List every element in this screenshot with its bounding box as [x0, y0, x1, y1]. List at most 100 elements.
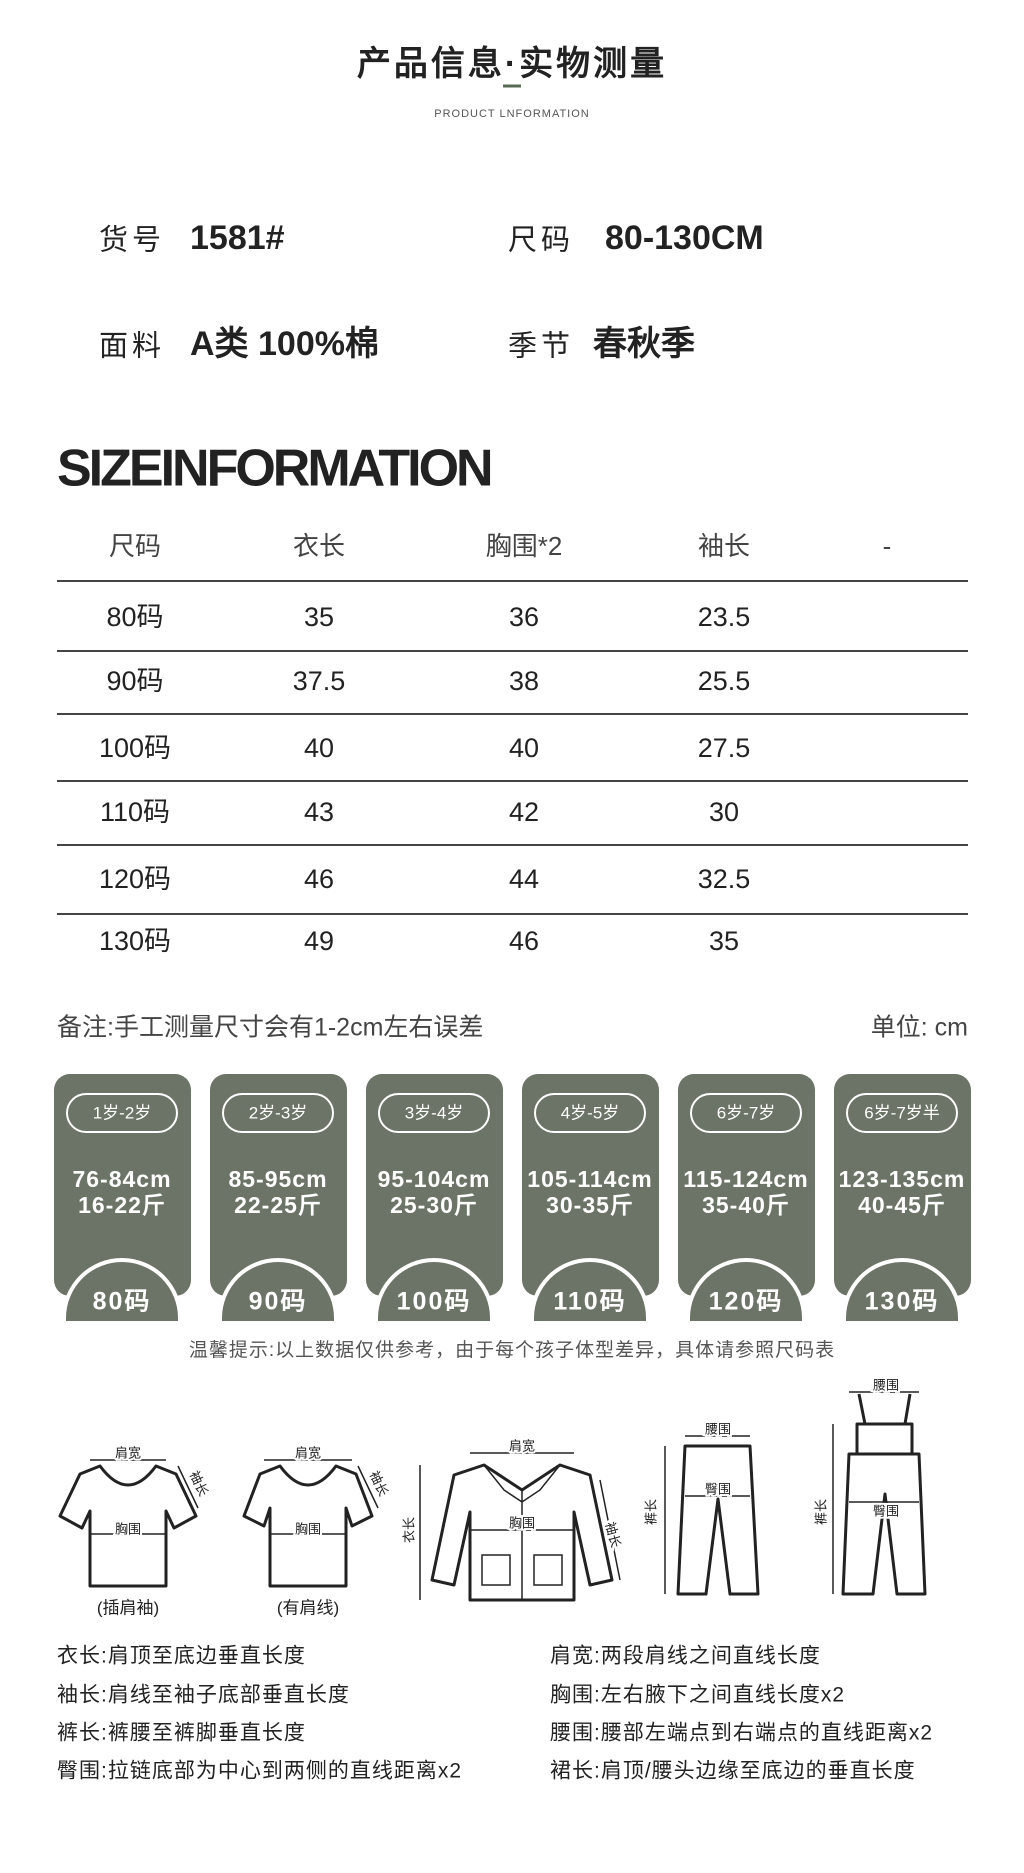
table-cell: 80码	[106, 602, 163, 632]
diagram-label: 裤长	[813, 1499, 828, 1525]
card-weight: 22-25斤	[234, 1192, 322, 1218]
raglan-shirt	[58, 1459, 199, 1588]
shoulder-shirt	[242, 1459, 379, 1588]
definition: 袖长:肩线至袖子底部垂直长度	[57, 1684, 350, 1707]
card-weight: 16-22斤	[78, 1192, 166, 1218]
info-value: 春秋季	[593, 325, 695, 363]
table-cell: 90码	[106, 666, 163, 696]
size-card	[54, 1074, 191, 1296]
card-height: 123-135cm	[839, 1166, 966, 1192]
size-card	[834, 1074, 971, 1296]
age-pill	[378, 1093, 490, 1133]
diagram-label: 胸围	[295, 1521, 321, 1536]
size-heading: SIZEINFORMATION	[57, 440, 491, 498]
diagram-label: 肩宽	[115, 1445, 141, 1460]
table-cell: 32.5	[698, 864, 751, 894]
diagram-label: 腰围	[873, 1377, 899, 1392]
info-label: 季节	[508, 330, 574, 363]
card-size: 120码	[709, 1288, 784, 1316]
diagram-label: 胸围	[509, 1515, 535, 1530]
subtitle: PRODUCT LNFORMATION	[434, 108, 590, 120]
age-pill	[846, 1093, 958, 1133]
table-cell: 23.5	[698, 602, 751, 632]
definition: 胸围:左右腋下之间直线长度x2	[550, 1684, 845, 1707]
jacket	[419, 1452, 621, 1602]
size-arch	[530, 1258, 650, 1325]
age-pill	[66, 1093, 178, 1133]
definition: 肩宽:两段肩线之间直线长度	[550, 1645, 821, 1668]
table-cell: 49	[304, 926, 334, 956]
table-cell: 43	[304, 797, 334, 827]
table-header: -	[883, 531, 892, 561]
table-header: 胸围*2	[486, 531, 563, 561]
overalls	[832, 1391, 927, 1596]
info-label: 尺码	[508, 225, 574, 257]
diagram-label: 裤长	[643, 1499, 658, 1525]
table-cell: 42	[509, 797, 539, 827]
table-cell: 36	[509, 602, 539, 632]
card-weight: 40-45斤	[858, 1192, 946, 1218]
table-cell: 25.5	[698, 666, 751, 696]
card-weight: 30-35斤	[546, 1192, 634, 1218]
card-age: 6岁-7岁半	[864, 1103, 940, 1122]
table-cell: 100码	[99, 733, 171, 763]
card-height: 85-95cm	[228, 1166, 327, 1192]
card-age: 1岁-2岁	[93, 1103, 152, 1122]
pants	[664, 1435, 760, 1596]
definition: 裤长:裤腰至裤脚垂直长度	[57, 1722, 306, 1745]
size-card	[366, 1074, 503, 1296]
diagram-label: 袖长	[367, 1469, 392, 1499]
info-label: 货号	[99, 224, 165, 257]
info-label: 面料	[99, 330, 165, 363]
info-value: 1581#	[190, 219, 285, 257]
size-arch	[62, 1258, 182, 1325]
garment-diagrams	[58, 1391, 927, 1602]
definition: 臀围:拉链底部为中心到两侧的直线距离x2	[57, 1760, 462, 1783]
definition: 衣长:肩顶至底边垂直长度	[57, 1645, 306, 1668]
diagram-label: 臀围	[705, 1481, 731, 1496]
diagram-label: 肩宽	[295, 1445, 321, 1460]
info-value: A类 100%棉	[190, 325, 379, 363]
card-age: 4岁-5岁	[561, 1103, 620, 1122]
table-header: 尺码	[109, 531, 161, 561]
age-pill	[534, 1093, 646, 1133]
card-weight: 25-30斤	[390, 1192, 478, 1218]
info-value: 80-130CM	[605, 219, 764, 257]
table-cell: 35	[304, 602, 334, 632]
table-header: 衣长	[293, 531, 345, 561]
card-size: 90码	[249, 1288, 308, 1316]
definition: 腰围:腰部左端点到右端点的直线距离x2	[550, 1722, 933, 1745]
size-arch	[842, 1258, 962, 1325]
table-cell: 120码	[99, 864, 171, 894]
table-cell: 40	[509, 733, 539, 763]
table-cell: 44	[509, 864, 539, 894]
table-cell: 46	[509, 926, 539, 956]
diagram-label: 胸围	[115, 1521, 141, 1536]
diagram-label: 肩宽	[509, 1438, 535, 1453]
card-size: 130码	[865, 1288, 940, 1316]
card-height: 115-124cm	[683, 1166, 808, 1192]
size-arch	[374, 1258, 494, 1325]
card-height: 105-114cm	[527, 1166, 652, 1192]
table-cell: 35	[709, 926, 739, 956]
table-cell: 130码	[99, 926, 171, 956]
note: 备注:手工测量尺寸会有1-2cm左右误差	[57, 1014, 483, 1042]
diagram-caption: (插肩袖)	[97, 1598, 159, 1617]
table-cell: 37.5	[293, 666, 346, 696]
tip: 温馨提示:以上数据仅供参考，由于每个孩子体型差异，具体请参照尺码表	[189, 1339, 835, 1361]
size-arch	[218, 1258, 338, 1325]
card-size: 80码	[93, 1288, 152, 1316]
diagram-caption: (有肩线)	[277, 1598, 339, 1617]
size-card	[522, 1074, 659, 1296]
table-cell: 40	[304, 733, 334, 763]
age-pill	[690, 1093, 802, 1133]
card-age: 2岁-3岁	[249, 1103, 308, 1122]
table-cell: 30	[709, 797, 739, 827]
card-age: 3岁-4岁	[405, 1103, 464, 1122]
diagram-label: 衣长	[401, 1517, 416, 1543]
card-age: 6岁-7岁	[717, 1103, 776, 1122]
title: 产品信息·实物测量	[357, 44, 667, 83]
table-cell: 110码	[100, 797, 170, 827]
diagram-label: 臀围	[873, 1503, 899, 1518]
